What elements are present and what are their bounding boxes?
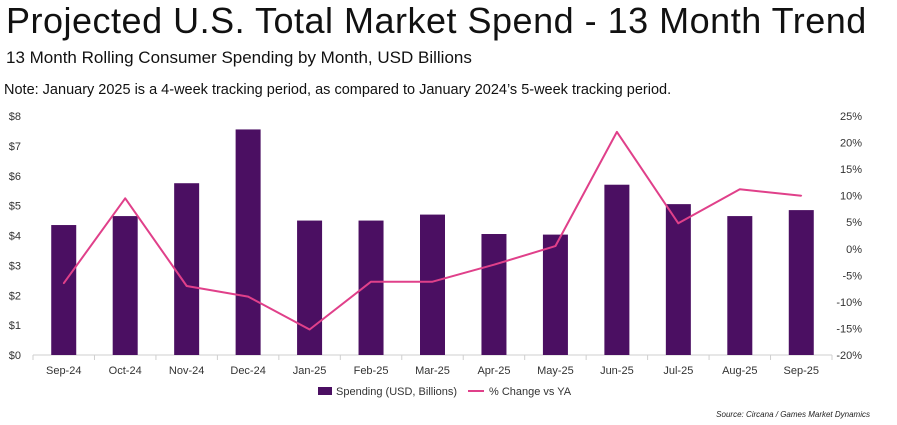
bar-jun-25 [604, 184, 630, 355]
line-point-apr-25 [493, 263, 495, 266]
y-right-tick-label: -5% [842, 270, 862, 282]
y-left-tick-label: $5 [9, 201, 21, 213]
x-tick-label: Apr-25 [477, 365, 510, 377]
x-axis-labels: Sep-24 Oct-24 Nov-24 Dec-24 Jan-25 Feb-25 Mar-… [46, 365, 819, 377]
y-right-tick-label: 15% [840, 164, 862, 176]
x-tick-label: May-25 [537, 365, 574, 377]
y-right-tick-label: 0% [846, 244, 862, 256]
chart-axes [32, 354, 833, 360]
x-tick-label: Sep-24 [46, 365, 81, 377]
line-series [62, 130, 803, 331]
chart-legend: Spending (USD, Billions) % Change vs YA [318, 386, 572, 398]
y-left-tick-label: $7 [9, 141, 21, 153]
bar-sep-24 [51, 225, 77, 355]
y-right-tick-label: -15% [836, 323, 862, 335]
bar-aug-25 [727, 216, 753, 355]
y-left-tick-label: $0 [9, 350, 21, 362]
x-tick-label: Jul-25 [663, 365, 693, 377]
y-left-tick-label: $2 [9, 290, 21, 302]
line-point-aug-25 [739, 188, 741, 191]
x-tick-label: Feb-25 [354, 365, 389, 377]
y-right-tick-label: 10% [840, 191, 862, 203]
y-left-tick-label: $6 [9, 171, 21, 183]
y-axis-left-labels: $0 $1 $2 $3 $4 $5 $6 $7 $8 [9, 111, 21, 362]
y-right-tick-label: -20% [836, 350, 862, 362]
y-right-tick-label: 20% [840, 138, 862, 150]
x-tick-label: Dec-24 [230, 365, 265, 377]
y-right-tick-label: -10% [836, 297, 862, 309]
line-point-nov-24 [185, 285, 188, 287]
y-left-tick-label: $4 [9, 231, 21, 243]
y-axis-right-labels: -20% -15% -10% -5% 0% 5% 10% 15% 20% 25% [836, 111, 862, 362]
chart-title: Projected U.S. Total Market Spend - 13 M… [6, 0, 867, 41]
x-tick-label: Aug-25 [722, 365, 757, 377]
bar-apr-25 [481, 234, 507, 355]
x-tick-label: Mar-25 [415, 365, 450, 377]
bar-oct-24 [112, 216, 138, 355]
bar-jul-25 [665, 204, 691, 355]
line-point-dec-24 [247, 295, 249, 298]
x-tick-label: Jun-25 [600, 365, 634, 377]
bar-series [51, 129, 814, 355]
bar-may-25 [542, 234, 568, 355]
bar-jan-25 [297, 220, 323, 355]
chart-note: Note: January 2025 is a 4-week tracking … [4, 82, 672, 98]
y-right-tick-label: 5% [846, 217, 862, 229]
y-left-tick-label: $1 [9, 320, 21, 332]
legend-label-spending: Spending (USD, Billions) [336, 386, 457, 398]
x-tick-label: Nov-24 [169, 365, 204, 377]
x-tick-label: Oct-24 [109, 365, 142, 377]
y-right-tick-label: 25% [840, 111, 862, 123]
legend-label-pct-change: % Change vs YA [489, 386, 572, 398]
chart-subtitle: 13 Month Rolling Consumer Spending by Mo… [6, 48, 472, 67]
bar-nov-24 [174, 183, 200, 355]
line-point-jan-25 [308, 328, 311, 331]
line-point-jun-25 [616, 131, 618, 133]
line-point-jul-25 [677, 222, 680, 225]
line-point-feb-25 [370, 280, 372, 283]
bar-sep-25 [788, 210, 814, 355]
line-point-sep-24 [62, 282, 65, 285]
line-point-oct-24 [124, 197, 126, 200]
bar-dec-24 [235, 129, 261, 355]
y-left-tick-label: $8 [9, 111, 21, 123]
legend-swatch-spending [318, 387, 332, 395]
line-point-may-25 [554, 245, 557, 247]
source-note: Source: Circana / Games Market Dynamics [716, 410, 870, 419]
x-tick-label: Sep-25 [784, 365, 819, 377]
y-left-tick-label: $3 [9, 260, 21, 272]
line-point-sep-25 [800, 194, 803, 197]
line-point-mar-25 [431, 280, 434, 283]
bar-mar-25 [420, 214, 445, 355]
x-tick-label: Jan-25 [293, 365, 327, 377]
